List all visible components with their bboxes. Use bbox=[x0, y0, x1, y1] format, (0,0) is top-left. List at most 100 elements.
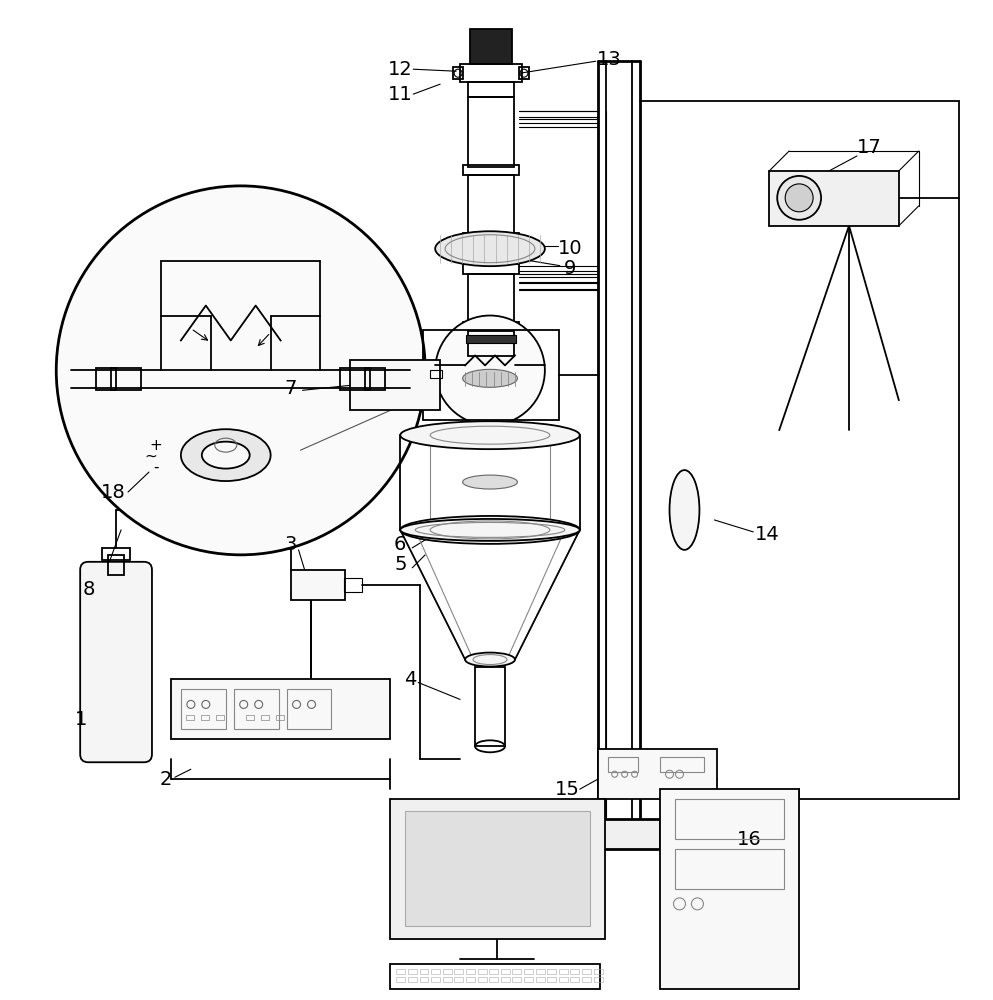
Text: 7: 7 bbox=[284, 379, 297, 398]
Bar bbox=[351, 360, 440, 410]
Bar bbox=[111, 368, 141, 390]
Bar bbox=[181, 689, 225, 729]
Bar bbox=[276, 715, 284, 720]
Bar bbox=[500, 977, 509, 982]
Ellipse shape bbox=[400, 421, 580, 449]
Bar bbox=[171, 679, 390, 739]
Ellipse shape bbox=[463, 475, 517, 489]
Text: 13: 13 bbox=[598, 50, 622, 69]
Text: 15: 15 bbox=[555, 780, 580, 799]
Bar bbox=[345, 578, 362, 592]
Bar bbox=[571, 977, 580, 982]
Bar bbox=[468, 423, 514, 435]
Bar bbox=[674, 799, 784, 839]
Ellipse shape bbox=[400, 516, 580, 544]
Bar bbox=[186, 715, 194, 720]
Bar bbox=[102, 548, 130, 560]
Text: 4: 4 bbox=[404, 670, 416, 689]
Bar bbox=[468, 82, 514, 97]
Bar bbox=[341, 368, 370, 390]
Bar bbox=[390, 799, 605, 939]
Text: 17: 17 bbox=[857, 138, 882, 157]
Bar bbox=[443, 977, 452, 982]
Bar bbox=[659, 757, 704, 772]
Ellipse shape bbox=[465, 653, 515, 667]
Text: 10: 10 bbox=[557, 239, 582, 258]
Bar bbox=[512, 977, 521, 982]
Circle shape bbox=[57, 186, 425, 555]
Bar bbox=[468, 97, 514, 167]
Bar bbox=[233, 689, 279, 729]
Bar bbox=[245, 715, 253, 720]
Bar bbox=[535, 969, 544, 974]
Bar bbox=[463, 322, 519, 331]
Ellipse shape bbox=[669, 470, 699, 550]
Bar bbox=[466, 969, 475, 974]
Circle shape bbox=[785, 184, 813, 212]
Bar bbox=[571, 969, 580, 974]
Bar bbox=[423, 330, 559, 420]
Bar bbox=[770, 171, 899, 226]
Bar bbox=[559, 969, 568, 974]
Bar bbox=[215, 715, 223, 720]
Text: 1: 1 bbox=[75, 710, 87, 729]
Bar bbox=[478, 969, 487, 974]
Bar bbox=[582, 969, 591, 974]
Bar bbox=[405, 811, 590, 926]
Text: 5: 5 bbox=[394, 555, 406, 574]
Bar bbox=[463, 165, 519, 175]
Bar bbox=[468, 331, 514, 356]
Ellipse shape bbox=[181, 429, 271, 481]
Bar bbox=[674, 849, 784, 889]
Ellipse shape bbox=[400, 519, 580, 541]
Bar bbox=[500, 969, 509, 974]
Bar bbox=[431, 977, 440, 982]
Bar bbox=[470, 29, 512, 64]
Text: -: - bbox=[153, 460, 159, 475]
Text: +: + bbox=[150, 438, 162, 453]
Bar bbox=[408, 969, 417, 974]
Bar bbox=[535, 977, 544, 982]
Bar bbox=[512, 969, 521, 974]
Ellipse shape bbox=[435, 231, 545, 266]
Bar bbox=[598, 749, 717, 799]
Text: 3: 3 bbox=[284, 535, 297, 554]
Bar bbox=[396, 977, 405, 982]
Bar bbox=[468, 175, 514, 235]
Text: 6: 6 bbox=[394, 535, 406, 554]
Circle shape bbox=[778, 176, 821, 220]
Bar bbox=[594, 969, 603, 974]
Bar bbox=[455, 969, 464, 974]
Text: 9: 9 bbox=[564, 259, 576, 278]
Ellipse shape bbox=[463, 369, 517, 387]
Bar bbox=[291, 570, 346, 600]
Bar bbox=[108, 555, 124, 575]
Bar bbox=[396, 969, 405, 974]
Text: 11: 11 bbox=[388, 85, 413, 104]
Bar bbox=[594, 977, 603, 982]
Bar bbox=[408, 977, 417, 982]
Bar bbox=[431, 969, 440, 974]
Bar bbox=[463, 264, 519, 274]
Bar bbox=[524, 977, 533, 982]
Bar bbox=[96, 368, 116, 390]
Bar bbox=[519, 67, 529, 79]
Bar bbox=[468, 274, 514, 323]
Bar bbox=[443, 969, 452, 974]
Bar bbox=[463, 233, 519, 243]
Bar bbox=[260, 715, 269, 720]
Bar bbox=[201, 715, 209, 720]
Bar bbox=[559, 977, 568, 982]
Bar bbox=[490, 977, 498, 982]
Bar bbox=[578, 819, 659, 849]
Text: ~: ~ bbox=[145, 449, 157, 464]
FancyBboxPatch shape bbox=[80, 562, 152, 762]
Bar bbox=[582, 977, 591, 982]
Text: 18: 18 bbox=[100, 483, 125, 502]
Bar bbox=[430, 370, 442, 378]
Bar bbox=[608, 757, 638, 772]
Text: 16: 16 bbox=[737, 830, 762, 849]
Bar bbox=[455, 977, 464, 982]
Bar bbox=[460, 64, 522, 82]
Bar bbox=[453, 67, 463, 79]
